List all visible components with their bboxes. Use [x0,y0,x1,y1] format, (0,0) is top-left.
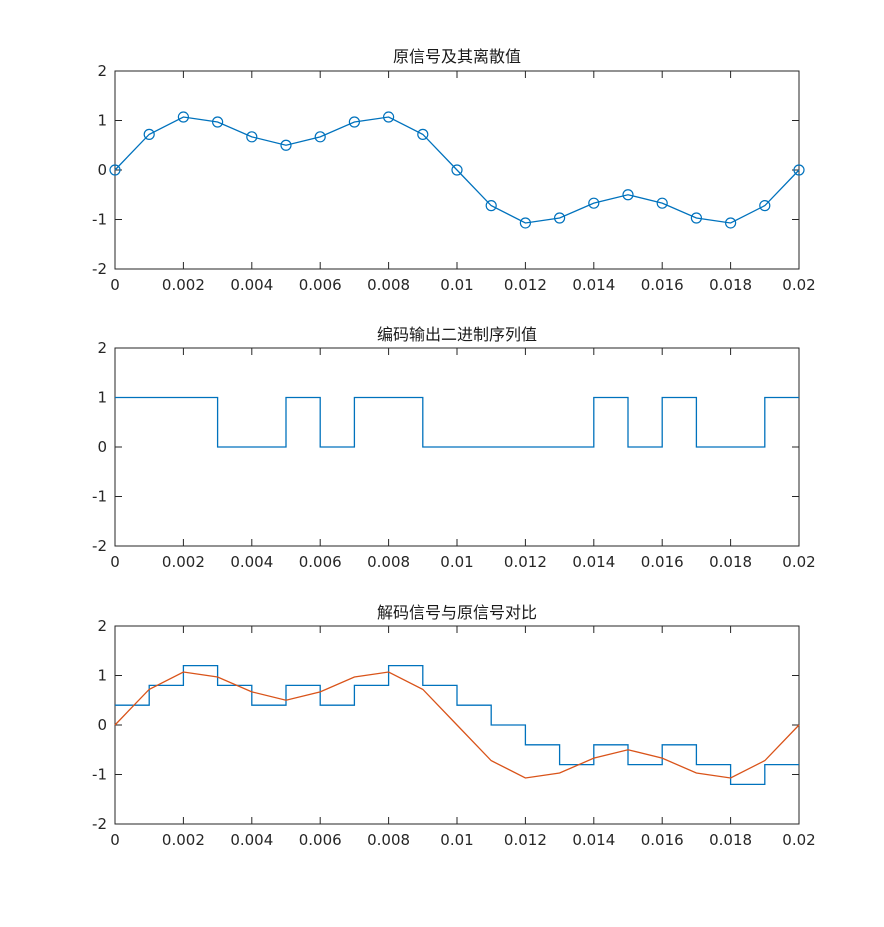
data-point-marker [246,131,258,143]
x-tick-label: 0.012 [504,831,547,849]
data-point-marker [417,128,429,140]
data-point-marker [588,197,600,209]
series-1-line [115,396,799,448]
x-tick-label: 0.008 [367,553,410,571]
y-tick-label: 0 [97,716,107,734]
y-tick-label: 2 [97,339,107,357]
data-point-marker [724,217,737,229]
data-point-marker [280,139,292,151]
data-point-marker [793,164,805,176]
x-tick-label: 0.008 [367,831,410,849]
data-point-marker [212,116,224,128]
series-1-line [114,116,800,224]
x-tick-label: 0.006 [299,553,342,571]
subplot-3: 解码信号与原信号对比 0 0.002 0.004 0.006 0.008 0.01 0.01… [92,603,816,849]
x-tick-label: 0.016 [641,553,684,571]
data-point-marker [177,111,189,123]
y-tick-label: 0 [97,161,107,179]
x-tick-label: 0 [110,831,120,849]
x-tick-label: 0.016 [641,831,684,849]
x-tick-label: 0.002 [162,553,205,571]
x-tick-label: 0.006 [299,276,342,294]
x-tick-label: 0.014 [572,553,615,571]
x-tick-label: 0.018 [709,831,752,849]
subplot-1-title: 原信号及其离散值 [393,47,521,66]
subplot-3-title: 解码信号与原信号对比 [377,603,537,622]
x-tick-label: 0.01 [440,553,473,571]
x-tick-label: 0.014 [572,831,615,849]
x-tick-label: 0.018 [709,276,752,294]
data-point-marker [485,200,497,212]
y-tick-label: -1 [92,766,107,784]
y-tick-label: -2 [92,815,107,833]
y-tick-label: 2 [97,62,107,80]
x-tick-label: 0.012 [504,276,547,294]
data-point-marker [553,212,566,224]
x-tick-label: 0.02 [782,276,815,294]
x-tick-label: 0.01 [440,831,473,849]
subplot-3-ticks: 0 0.002 0.004 0.006 0.008 0.01 0.012 0.014 0.016… [92,617,816,849]
y-tick-label: 1 [97,389,107,407]
subplot-3-marks [114,664,800,786]
y-tick-label: 2 [97,617,107,635]
x-tick-label: 0.014 [572,276,615,294]
x-tick-label: 0.004 [230,276,273,294]
subplot-1: 原信号及其离散值 0 0.002 0.004 0.006 0.008 0.01 0.012 0… [92,47,816,294]
subplot-2-marks [115,396,799,448]
data-point-marker [622,189,634,201]
x-tick-label: 0.018 [709,553,752,571]
data-point-marker [383,111,395,123]
data-point-marker [759,200,771,212]
data-point-marker [314,131,326,143]
y-tick-label: -2 [92,260,107,278]
x-tick-label: 0 [110,553,120,571]
x-tick-label: 0.002 [162,276,205,294]
subplot-1-ticks: 0 0.002 0.004 0.006 0.008 0.01 0.012 0.014 0.016… [92,62,816,294]
x-tick-label: 0.02 [782,553,815,571]
data-point-marker [109,164,121,176]
data-point-marker [143,128,155,140]
x-tick-label: 0.004 [230,831,273,849]
data-point-marker [690,212,703,224]
y-tick-label: 0 [97,438,107,456]
y-tick-label: 1 [97,112,107,130]
x-tick-label: 0.006 [299,831,342,849]
subplot-2: 编码输出二进制序列值 0 0.002 0.004 0.006 0.008 0.01 0.01… [92,325,816,571]
y-tick-label: -2 [92,537,107,555]
subplot-2-title: 编码输出二进制序列值 [377,325,537,344]
data-point-marker [348,116,360,128]
y-tick-label: -1 [92,488,107,506]
subplot-2-ticks: 0 0.002 0.004 0.006 0.008 0.01 0.012 0.014 0.016… [92,339,816,571]
data-point-marker [656,197,668,209]
y-tick-label: -1 [92,211,107,229]
y-tick-label: 1 [97,667,107,685]
series-2-line [114,671,800,779]
x-tick-label: 0 [110,276,120,294]
subplot-1-marks [109,111,805,229]
x-tick-label: 0.002 [162,831,205,849]
x-tick-label: 0.008 [367,276,410,294]
series-1-line [115,664,799,786]
x-tick-label: 0.016 [641,276,684,294]
data-point-marker [519,217,532,229]
data-point-marker [451,164,463,176]
x-tick-label: 0.02 [782,831,815,849]
x-tick-label: 0.01 [440,276,473,294]
x-tick-label: 0.012 [504,553,547,571]
x-tick-label: 0.004 [230,553,273,571]
